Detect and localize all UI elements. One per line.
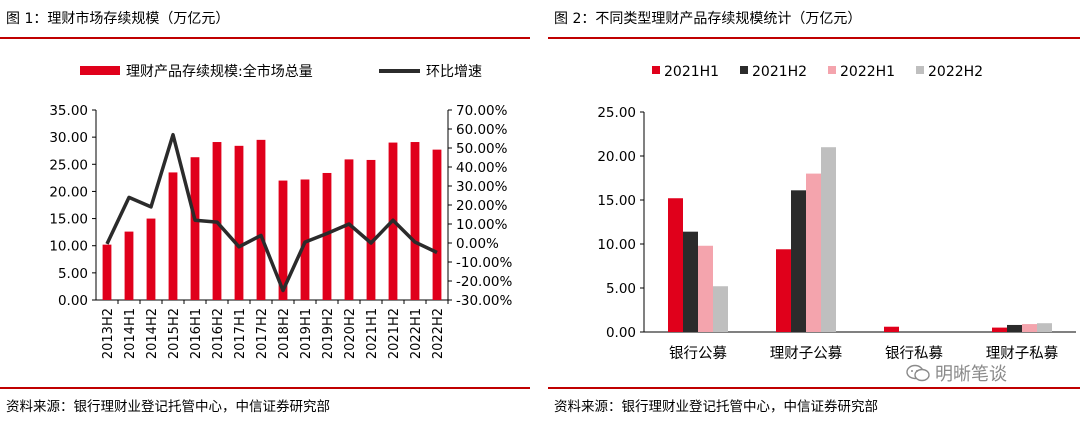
watermark-text: 明晰笔谈 <box>935 364 1007 385</box>
figure-1-top-rule <box>0 37 530 39</box>
legend-label-line: 环比增速 <box>426 64 482 80</box>
x-tick-label: 银行私募 <box>885 345 943 362</box>
x-tick-label: 2022H2 <box>431 308 446 359</box>
left-tick-label: 15.00 <box>49 212 88 228</box>
x-tick-label: 2019H2 <box>321 308 336 359</box>
y-tick-label: 20.00 <box>597 149 636 165</box>
legend-swatch <box>740 66 748 74</box>
bar <box>1037 323 1052 332</box>
left-tick-label: 5.00 <box>58 266 88 282</box>
bar <box>102 244 112 300</box>
x-tick-label: 2021H2 <box>387 308 402 359</box>
legend-swatch <box>916 66 924 74</box>
right-tick-label: 70.00% <box>456 103 508 119</box>
bar <box>124 231 134 300</box>
legend-label-bar: 理财产品存续规模:全市场总量 <box>126 63 313 80</box>
bar <box>1022 324 1037 332</box>
x-tick-label: 2020H2 <box>343 308 358 359</box>
x-tick-label: 2019H1 <box>299 308 314 359</box>
right-tick-label: -20.00% <box>456 274 513 290</box>
chart-1: 理财产品存续规模:全市场总量 环比增速 0.00 5.00 10.00 15.00 20.0… <box>49 63 513 359</box>
bar <box>821 147 836 332</box>
chart-2: 2021H1 2021H2 2022H1 2022H2 0.00 5.00 10.00 15.… <box>597 64 1076 362</box>
x-tick-label: 2018H2 <box>277 308 292 359</box>
bar <box>278 180 288 300</box>
bar <box>992 327 1007 332</box>
right-tick-label: 0.00% <box>456 236 499 252</box>
left-tick-label: 25.00 <box>49 157 88 173</box>
legend-swatch-bar <box>80 66 120 75</box>
bar <box>190 157 200 300</box>
x-tick-label: 理财子私募 <box>986 345 1059 362</box>
left-tick-label: 20.00 <box>49 184 88 200</box>
right-tick-label: 10.00% <box>456 217 508 233</box>
legend-label: 2021H1 <box>664 64 719 80</box>
figure-1-panel: 图 1：理财市场存续规模（万亿元） 理财产品存续规模:全市场总量 环比增速 0.00… <box>0 0 530 421</box>
wechat-icon <box>906 364 930 382</box>
right-tick-label: -30.00% <box>456 293 513 309</box>
x-tick-label: 2017H2 <box>255 308 270 359</box>
x-tick-label: 2016H1 <box>189 308 204 359</box>
bar <box>234 145 244 300</box>
bar <box>713 286 728 332</box>
bar <box>683 231 698 332</box>
bar <box>776 249 791 332</box>
x-tick-label: 2022H1 <box>409 308 424 359</box>
bar <box>806 173 821 332</box>
figure-2-panel: 图 2：不同类型理财产品存续规模统计（万亿元） 2021H1 2021H2 2022… <box>548 0 1080 421</box>
growth-line <box>105 132 438 293</box>
right-tick-label: 40.00% <box>456 160 508 176</box>
bar <box>884 326 899 332</box>
bar <box>668 198 683 332</box>
y-tick-label: 0.00 <box>606 325 636 341</box>
figure-2-source: 资料来源：银行理财业登记托管中心，中信证券研究部 <box>554 399 878 415</box>
right-tick-label: 50.00% <box>456 141 508 157</box>
legend-label: 2021H2 <box>752 64 807 80</box>
x-tick-label: 2014H1 <box>123 308 138 359</box>
bar <box>410 142 420 300</box>
x-tick-label: 2017H1 <box>233 308 248 359</box>
legend-swatch <box>652 66 660 74</box>
legend-swatch <box>828 66 836 74</box>
bar <box>344 159 354 300</box>
figure-2-bottom-rule <box>548 387 1080 389</box>
left-tick-label: 0.00 <box>58 293 88 309</box>
y-tick-label: 5.00 <box>606 281 636 297</box>
right-tick-label: 30.00% <box>456 179 508 195</box>
x-tick-label: 银行公募 <box>669 345 727 362</box>
figure-1-source: 资料来源：银行理财业登记托管中心，中信证券研究部 <box>6 399 330 415</box>
x-tick-label: 2021H1 <box>365 308 380 359</box>
bar <box>432 149 442 300</box>
bar <box>366 159 376 300</box>
bar <box>300 179 310 300</box>
x-tick-label: 2015H2 <box>167 308 182 359</box>
x-tick-label: 2014H2 <box>145 308 160 359</box>
bar <box>698 245 713 332</box>
figure-2-title: 图 2：不同类型理财产品存续规模统计（万亿元） <box>554 11 862 27</box>
right-tick-label: 60.00% <box>456 122 508 138</box>
legend-label: 2022H1 <box>840 64 895 80</box>
bar <box>1007 324 1022 332</box>
figure-1-bottom-rule <box>0 387 530 389</box>
y-tick-label: 15.00 <box>597 193 636 209</box>
figure-2-top-rule <box>548 37 1080 39</box>
bar <box>791 190 806 332</box>
left-tick-label: 30.00 <box>49 130 88 146</box>
watermark: 明晰笔谈 <box>905 360 1007 386</box>
bar <box>322 172 332 300</box>
bar <box>256 139 266 300</box>
left-tick-label: 10.00 <box>49 239 88 255</box>
bar <box>146 218 156 300</box>
figure-1-title: 图 1：理财市场存续规模（万亿元） <box>6 11 230 27</box>
right-tick-label: -10.00% <box>456 255 513 271</box>
legend-label: 2022H2 <box>928 64 983 80</box>
y-tick-label: 10.00 <box>597 237 636 253</box>
x-tick-label: 理财子公募 <box>770 345 843 362</box>
right-tick-label: 20.00% <box>456 198 508 214</box>
y-tick-label: 25.00 <box>597 105 636 121</box>
bar <box>168 172 178 300</box>
left-tick-label: 35.00 <box>49 103 88 119</box>
x-tick-label: 2013H2 <box>101 308 116 359</box>
x-tick-label: 2016H2 <box>211 308 226 359</box>
